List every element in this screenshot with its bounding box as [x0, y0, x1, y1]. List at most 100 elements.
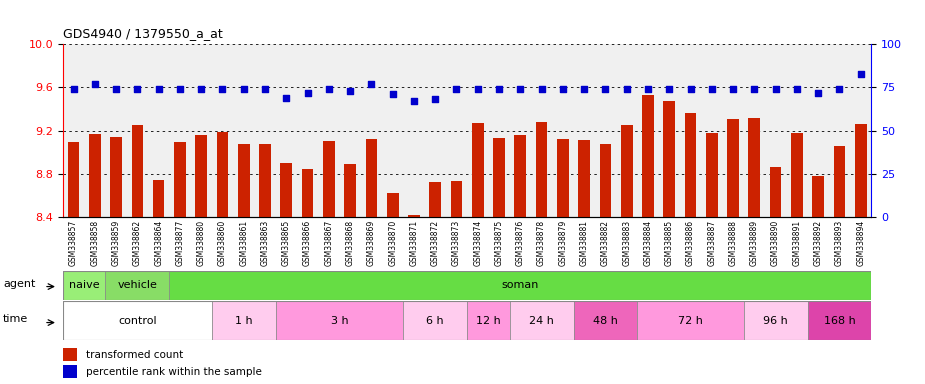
Text: agent: agent — [3, 279, 35, 289]
Text: percentile rank within the sample: percentile rank within the sample — [85, 367, 262, 377]
Text: GSM338858: GSM338858 — [91, 220, 99, 266]
Text: 96 h: 96 h — [763, 316, 788, 326]
Text: GSM338888: GSM338888 — [729, 220, 737, 266]
Text: 24 h: 24 h — [529, 316, 554, 326]
Point — [194, 86, 209, 92]
Text: GSM338857: GSM338857 — [69, 220, 78, 266]
Bar — [212, 301, 276, 340]
Text: GSM338885: GSM338885 — [665, 220, 673, 266]
Bar — [169, 271, 871, 300]
Text: GSM338878: GSM338878 — [537, 220, 546, 266]
Text: GSM338864: GSM338864 — [154, 220, 163, 266]
Point — [67, 86, 81, 92]
Point — [640, 86, 655, 92]
Text: 48 h: 48 h — [593, 316, 618, 326]
Bar — [429, 182, 441, 217]
Point — [364, 81, 379, 87]
Bar — [467, 301, 510, 340]
Bar — [642, 95, 654, 217]
Point — [577, 86, 592, 92]
Bar — [621, 125, 633, 217]
Text: 168 h: 168 h — [823, 316, 856, 326]
Text: soman: soman — [501, 280, 539, 290]
Point — [300, 89, 314, 96]
Point — [215, 86, 229, 92]
Bar — [280, 163, 292, 217]
Bar — [153, 180, 165, 217]
Bar — [89, 134, 101, 217]
Text: 72 h: 72 h — [678, 316, 703, 326]
Text: time: time — [3, 314, 29, 324]
Point — [810, 89, 826, 96]
Text: GSM338867: GSM338867 — [325, 220, 333, 266]
Text: GSM338884: GSM338884 — [644, 220, 652, 266]
Text: GSM338870: GSM338870 — [388, 220, 397, 266]
Text: control: control — [118, 316, 156, 326]
Text: 3 h: 3 h — [330, 316, 349, 326]
Bar — [408, 215, 420, 217]
Point — [173, 86, 188, 92]
Text: GSM338894: GSM338894 — [857, 220, 865, 266]
Bar — [344, 164, 356, 217]
Bar — [812, 176, 824, 217]
Point — [620, 86, 635, 92]
Text: GSM338879: GSM338879 — [559, 220, 567, 266]
Text: GSM338882: GSM338882 — [601, 220, 610, 266]
Text: GSM338886: GSM338886 — [686, 220, 695, 266]
Point — [492, 86, 507, 92]
Text: GSM338869: GSM338869 — [367, 220, 376, 266]
Bar — [302, 169, 314, 217]
Point — [386, 91, 401, 98]
Text: GSM338883: GSM338883 — [623, 220, 631, 266]
Bar — [63, 365, 78, 379]
Bar — [63, 271, 105, 300]
Bar — [276, 301, 403, 340]
Point — [555, 86, 570, 92]
Text: GSM338875: GSM338875 — [495, 220, 503, 266]
Point — [407, 98, 422, 104]
Text: GSM338860: GSM338860 — [218, 220, 227, 266]
Bar — [403, 301, 467, 340]
Bar — [744, 301, 808, 340]
Bar — [68, 142, 80, 217]
Bar — [684, 113, 697, 217]
Point — [427, 96, 442, 103]
Point — [450, 86, 463, 92]
Text: GSM338861: GSM338861 — [240, 220, 248, 266]
Text: GSM338880: GSM338880 — [197, 220, 205, 266]
Bar — [238, 144, 250, 217]
Bar — [472, 123, 484, 217]
Point — [87, 81, 103, 87]
Point — [342, 88, 357, 94]
Text: GSM338874: GSM338874 — [474, 220, 482, 266]
Bar — [833, 146, 845, 217]
Point — [151, 86, 166, 92]
Bar — [195, 135, 207, 217]
Text: GSM338877: GSM338877 — [176, 220, 184, 266]
Bar — [510, 301, 574, 340]
Text: GSM338876: GSM338876 — [516, 220, 524, 266]
Bar — [131, 125, 143, 217]
Point — [257, 86, 272, 92]
Text: GSM338873: GSM338873 — [452, 220, 461, 266]
Bar — [216, 132, 228, 217]
Point — [853, 70, 868, 76]
Text: GSM338871: GSM338871 — [410, 220, 418, 266]
Bar — [663, 101, 675, 217]
Point — [109, 86, 124, 92]
Bar — [110, 137, 122, 217]
Point — [535, 86, 549, 92]
Bar — [557, 139, 569, 217]
Text: 1 h: 1 h — [235, 316, 253, 326]
Point — [512, 86, 527, 92]
Text: GSM338872: GSM338872 — [431, 220, 439, 266]
Text: GSM338892: GSM338892 — [814, 220, 822, 266]
Text: GSM338859: GSM338859 — [112, 220, 120, 266]
Text: vehicle: vehicle — [117, 280, 157, 290]
Bar — [748, 118, 760, 217]
Bar — [536, 122, 548, 217]
Bar — [259, 144, 271, 217]
Bar — [450, 181, 462, 217]
Bar — [574, 301, 637, 340]
Text: GSM338865: GSM338865 — [282, 220, 290, 266]
